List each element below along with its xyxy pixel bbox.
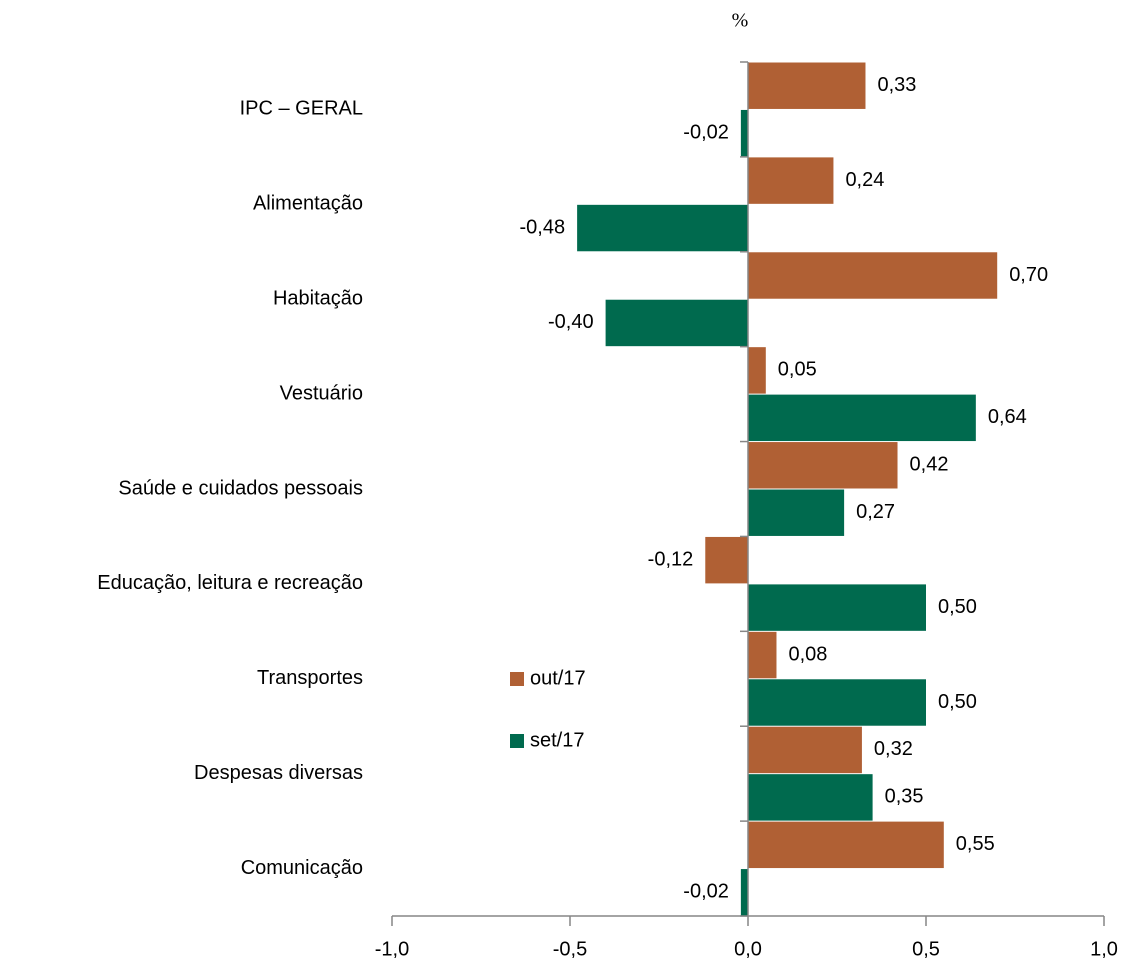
x-tick-label: 0,0 (734, 938, 762, 960)
legend-swatch (510, 672, 524, 686)
value-label: 0,32 (874, 738, 913, 760)
category-label: Educação, leitura e recreação (97, 572, 363, 594)
bar (748, 347, 766, 394)
category-label: Habitação (273, 288, 363, 310)
bar (748, 726, 862, 774)
bar (740, 869, 748, 916)
category-label: IPC – GERAL (240, 98, 363, 120)
x-tick-label: 0,5 (912, 938, 940, 960)
bar (748, 774, 873, 821)
value-label: 0,55 (956, 833, 995, 855)
value-label: 0,27 (856, 501, 895, 523)
bar (740, 109, 748, 157)
legend-swatch (510, 734, 524, 748)
value-label: -0,12 (648, 548, 694, 570)
value-label: 0,70 (1009, 264, 1048, 286)
bar (577, 204, 748, 252)
bar (748, 679, 926, 726)
category-label: Vestuário (280, 382, 363, 404)
value-label: -0,48 (520, 216, 566, 238)
value-label: 0,33 (877, 74, 916, 96)
bar (748, 584, 926, 631)
value-label: 0,35 (885, 786, 924, 808)
x-tick-label: 1,0 (1090, 938, 1118, 960)
legend-label: out/17 (530, 667, 586, 689)
value-label: -0,40 (548, 311, 594, 333)
value-label: 0,05 (778, 359, 817, 381)
legend-label: set/17 (530, 729, 584, 751)
bar (748, 442, 898, 489)
bar (748, 157, 834, 204)
category-label: Comunicação (241, 857, 363, 879)
bar (748, 62, 866, 109)
value-label: 0,50 (938, 691, 977, 713)
value-label: 0,08 (788, 643, 827, 665)
bar (605, 299, 748, 347)
value-label: -0,02 (683, 881, 729, 903)
x-tick-label: -0,5 (553, 938, 587, 960)
bar (705, 536, 748, 584)
value-label: 0,24 (845, 169, 884, 191)
category-label: Transportes (257, 667, 363, 689)
category-label: Alimentação (253, 193, 363, 215)
category-label: Despesas diversas (194, 762, 363, 784)
bar (748, 821, 944, 869)
value-label: 0,64 (988, 406, 1027, 428)
value-label: 0,42 (910, 454, 949, 476)
value-label: -0,02 (683, 121, 729, 143)
axis-unit-label: % (732, 10, 749, 32)
category-label: Saúde e cuidados pessoais (118, 477, 363, 499)
value-label: 0,50 (938, 596, 977, 618)
x-tick-label: -1,0 (375, 938, 409, 960)
bar (748, 631, 777, 679)
bar (748, 394, 976, 442)
bar (748, 252, 998, 299)
bar (748, 489, 845, 536)
